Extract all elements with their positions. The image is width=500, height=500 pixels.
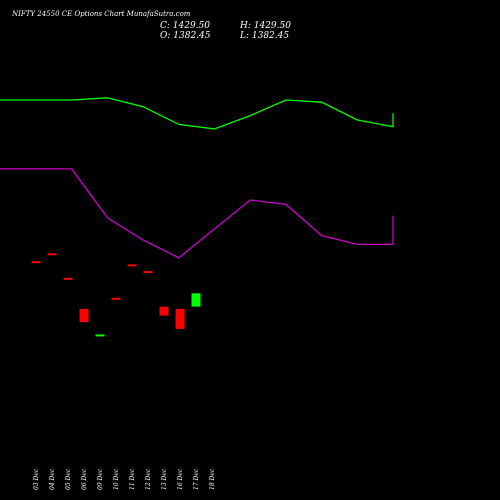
candle-09-dec: [95, 334, 105, 337]
x-tick-label: 05 Dec: [65, 468, 72, 490]
x-axis-tick-labels: 03 Dec 04 Dec 05 Dec 06 Dec 09 Dec 10 Dec 11 D…: [33, 468, 216, 490]
x-tick-label: 12 Dec: [145, 468, 152, 490]
close-value: C: 1429.50: [160, 21, 210, 31]
x-tick-label: 04 Dec: [49, 468, 56, 490]
x-tick-label: 16 Dec: [177, 468, 184, 490]
series-line-0: [0, 97, 394, 130]
x-tick-label: 13 Dec: [161, 468, 168, 490]
x-tick-label: 09 Dec: [97, 468, 104, 490]
candle-06-dec: [79, 308, 89, 323]
x-tick-label: 17 Dec: [193, 468, 200, 490]
candle-11-dec: [127, 264, 137, 267]
x-tick-label: 10 Dec: [113, 468, 120, 490]
x-tick-label: 18 Dec: [209, 468, 216, 490]
indicator-lines: [0, 97, 394, 259]
x-tick-label: 06 Dec: [81, 468, 88, 490]
x-tick-label: 03 Dec: [33, 468, 40, 490]
candle-05-dec: [63, 277, 73, 280]
candle-13-dec: [159, 306, 169, 316]
series-line-1: [0, 168, 394, 259]
candles: [31, 253, 201, 337]
candle-04-dec: [47, 253, 57, 256]
high-value: H: 1429.50: [239, 21, 291, 31]
candle-17-dec: [191, 293, 201, 307]
candle-16-dec: [175, 308, 185, 329]
chart-title: NIFTY 24550 CE Options Chart MunafaSutra…: [11, 10, 191, 18]
candle-03-dec: [31, 261, 41, 264]
low-value: L: 1382.45: [239, 31, 289, 41]
x-tick-label: 11 Dec: [129, 468, 136, 490]
candle-12-dec: [143, 271, 153, 274]
candle-10-dec: [111, 297, 121, 300]
open-value: O: 1382.45: [160, 31, 211, 41]
